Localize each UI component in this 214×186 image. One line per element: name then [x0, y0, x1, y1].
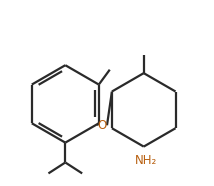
Text: O: O [97, 119, 107, 132]
Text: NH₂: NH₂ [135, 154, 157, 166]
